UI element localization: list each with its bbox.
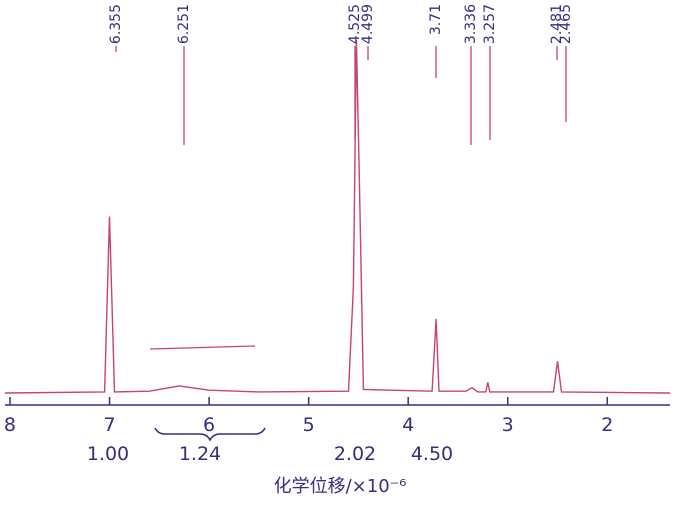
- peak-label: 4.525: [347, 4, 363, 44]
- peak-label: 6.355: [108, 4, 124, 44]
- x-tick-label: 8: [4, 414, 16, 436]
- peak-label: 2.481: [549, 4, 565, 44]
- integral-label: 2.02: [334, 443, 376, 465]
- peak-label: 4.499: [360, 4, 376, 44]
- x-axis-label: 化学位移/×10⁻⁶: [274, 476, 407, 497]
- x-tick-label: 7: [103, 414, 115, 436]
- x-tick-label: 2: [601, 414, 613, 436]
- integral-label: 4.50: [411, 443, 453, 465]
- integral-label: 1.24: [179, 443, 221, 465]
- x-tick-label: 5: [303, 414, 315, 436]
- x-tick-label: 3: [502, 414, 514, 436]
- spectrum-line: [4, 39, 671, 394]
- peak-label: 3.71: [428, 4, 444, 35]
- peak-label: 3.257: [482, 4, 498, 44]
- x-tick-label: 6: [203, 414, 215, 436]
- integral-curve: [149, 345, 256, 350]
- integral-brace: [154, 427, 266, 442]
- integral-label: 1.00: [87, 443, 129, 465]
- peak-label: 6.251: [176, 4, 192, 44]
- peak-label: 3.336: [463, 4, 479, 44]
- x-tick-label: 4: [402, 414, 414, 436]
- peak-label: 2.465: [558, 4, 574, 44]
